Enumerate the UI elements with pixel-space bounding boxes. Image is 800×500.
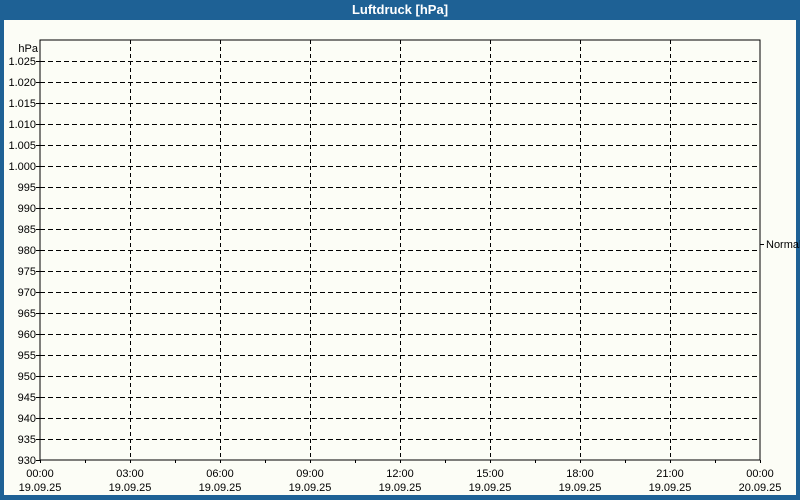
x-axis-date-label: 19.09.25 [289, 482, 332, 494]
x-axis-time-label: 09:00 [296, 468, 324, 480]
x-axis-date-label: 19.09.25 [379, 482, 422, 494]
x-axis-time-label: 12:00 [386, 468, 414, 480]
x-axis-date-label: 19.09.25 [649, 482, 692, 494]
y-axis-label: 935 [18, 434, 36, 446]
y-axis-label: 1.025 [8, 56, 36, 68]
x-axis-date-label: 20.09.25 [739, 482, 782, 494]
y-axis-label: 970 [18, 287, 36, 299]
x-axis-date-label: 19.09.25 [109, 482, 152, 494]
x-axis-time-label: 00:00 [746, 468, 774, 480]
y-axis-label: 995 [18, 182, 36, 194]
y-axis-label: 950 [18, 371, 36, 383]
chart-title: Luftdruck [hPa] [351, 2, 449, 17]
x-axis-time-label: 03:00 [116, 468, 144, 480]
y-axis-label: 940 [18, 413, 36, 425]
x-axis-date-label: 19.09.25 [469, 482, 512, 494]
x-axis-date-label: 19.09.25 [559, 482, 602, 494]
y-axis-label: 930 [18, 455, 36, 467]
x-axis-date-label: 19.09.25 [199, 482, 242, 494]
y-axis-label: 1.010 [8, 119, 36, 131]
x-axis-time-label: 15:00 [476, 468, 504, 480]
x-axis-time-label: 18:00 [566, 468, 594, 480]
x-axis-time-label: 21:00 [656, 468, 684, 480]
y-axis-label: 975 [18, 266, 36, 278]
y-axis-label: 1.020 [8, 77, 36, 89]
y-axis-label: 990 [18, 203, 36, 215]
title-bar: Luftdruck [hPa] [0, 0, 800, 20]
x-axis-time-label: 00:00 [26, 468, 54, 480]
y-axis-label: 945 [18, 392, 36, 404]
y-axis-label: 985 [18, 224, 36, 236]
x-axis-date-label: 19.09.25 [19, 482, 62, 494]
y-axis-unit-label: hPa [18, 43, 38, 55]
y-axis-label: 1.005 [8, 140, 36, 152]
y-axis-label: 955 [18, 350, 36, 362]
y-axis-label: 1.000 [8, 161, 36, 173]
y-axis-label: 965 [18, 308, 36, 320]
y-axis-label: 1.015 [8, 98, 36, 110]
y-axis-label: 960 [18, 329, 36, 341]
y-axis-label: 980 [18, 245, 36, 257]
normal-marker-label: Normal [766, 239, 800, 251]
x-axis-time-label: 06:00 [206, 468, 234, 480]
